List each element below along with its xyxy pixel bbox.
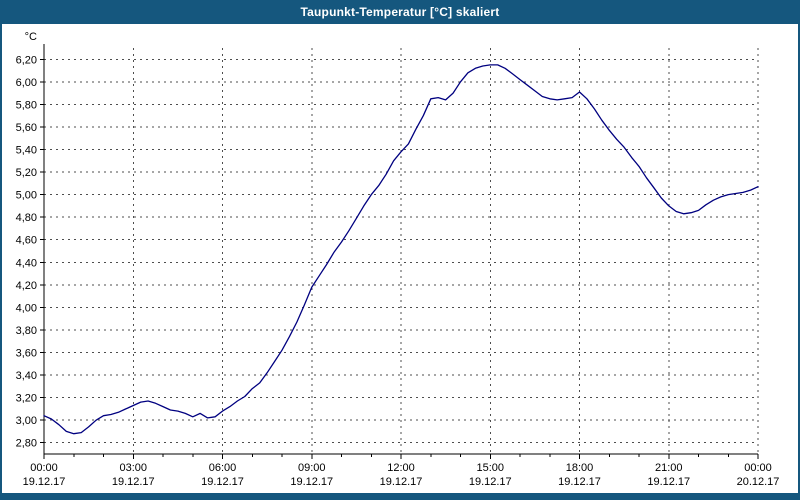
x-date-label: 20.12.17 [737, 476, 780, 488]
series-line-taupunkt [43, 64, 759, 435]
y-axis-unit-label: °C [25, 31, 37, 43]
x-date-label: 19.12.17 [647, 476, 690, 488]
series [43, 64, 759, 435]
x-tick-label: 00:00 [30, 462, 58, 474]
y-tick-label: 4,00 [16, 302, 37, 314]
y-tick-label: 5,60 [16, 122, 37, 134]
chart-title-bar: Taupunkt-Temperatur [°C] skaliert [0, 0, 800, 24]
x-date-label: 19.12.17 [380, 476, 423, 488]
y-tick-label: 4,60 [16, 235, 37, 247]
axis-labels: 2,80 3,00 3,20 3,40 3,60 3,80 4,00 4,20 4,40 4,60… [16, 31, 780, 488]
x-date-label: 19.12.17 [469, 476, 512, 488]
y-tick-label: 5,80 [16, 99, 37, 111]
chart-canvas: 2,80 3,00 3,20 3,40 3,60 3,80 4,00 4,20 4,40 4,60… [16, 31, 780, 488]
page-title: Taupunkt-Temperatur [°C] skaliert [300, 5, 500, 19]
x-tick-label: 00:00 [744, 462, 772, 474]
x-tick-label: 18:00 [566, 462, 594, 474]
x-date-label: 19.12.17 [23, 476, 66, 488]
gridlines [44, 48, 759, 454]
x-date-label: 19.12.17 [112, 476, 155, 488]
axis-lines [43, 44, 758, 455]
footer-bar [0, 493, 800, 500]
y-tick-label: 3,20 [16, 393, 37, 405]
x-tick-label: 06:00 [209, 462, 237, 474]
x-date-label: 19.12.17 [290, 476, 333, 488]
y-tick-label: 3,60 [16, 348, 37, 360]
x-tick-label: 21:00 [655, 462, 683, 474]
x-date-label: 19.12.17 [201, 476, 244, 488]
y-tick-label: 3,40 [16, 370, 37, 382]
x-tick-label: 15:00 [476, 462, 504, 474]
chart-area: 2,80 3,00 3,20 3,40 3,60 3,80 4,00 4,20 4,40 4,60… [0, 24, 800, 493]
y-tick-label: 6,20 [16, 54, 37, 66]
y-tick-label: 4,20 [16, 280, 37, 292]
y-tick-label: 4,80 [16, 212, 37, 224]
y-tick-label: 2,80 [16, 438, 37, 450]
y-tick-label: 3,00 [16, 415, 37, 427]
x-tick-label: 03:00 [119, 462, 147, 474]
x-tick-label: 09:00 [298, 462, 326, 474]
y-tick-label: 3,80 [16, 325, 37, 337]
y-tick-label: 6,00 [16, 77, 37, 89]
y-tick-label: 4,40 [16, 257, 37, 269]
axis-ticks [40, 58, 759, 459]
y-tick-label: 5,00 [16, 190, 37, 202]
x-date-label: 19.12.17 [558, 476, 601, 488]
y-tick-label: 5,20 [16, 167, 37, 179]
y-tick-label: 5,40 [16, 145, 37, 157]
x-tick-label: 12:00 [387, 462, 415, 474]
